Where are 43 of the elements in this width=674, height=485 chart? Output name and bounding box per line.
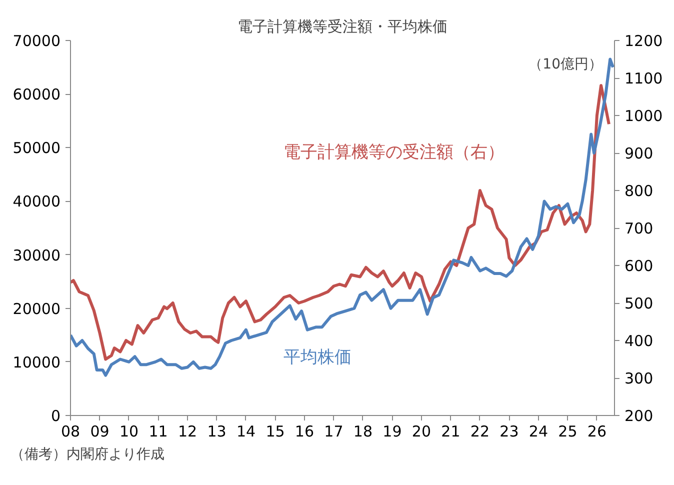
series-label: 平均株価: [284, 348, 352, 368]
x-tick-label: 25: [558, 422, 578, 440]
x-tick-label: 20: [412, 422, 432, 440]
x-tick-label: 19: [382, 422, 402, 440]
x-tick-label: 18: [353, 422, 373, 440]
x-tick-label: 11: [148, 422, 168, 440]
x-tick-label: 24: [528, 422, 548, 440]
x-tick-label: 26: [587, 422, 606, 440]
y2-tick-label: 800: [624, 182, 654, 200]
y2-tick-label: 1000: [624, 107, 663, 125]
x-tick-label: 21: [441, 422, 460, 440]
y2-tick-label: 900: [624, 144, 654, 162]
x-tick-label: 13: [207, 422, 226, 440]
y2-tick-label: 300: [624, 370, 654, 388]
y-tick-label: 60000: [12, 86, 60, 104]
x-tick-label: 17: [324, 422, 344, 440]
x-tick-label: 08: [60, 422, 80, 440]
chart-title: 電子計算機等受注額・平均株価: [238, 18, 448, 36]
text: 電子計算機等の受注額（右）: [284, 142, 504, 162]
y2-tick-label: 700: [624, 220, 654, 238]
y2-tick-label: 1100: [624, 70, 663, 88]
y2-tick-label: 1200: [624, 32, 663, 50]
x-tick-label: 16: [294, 422, 314, 440]
y2-tick-label: 500: [624, 294, 654, 312]
y2-tick-label: 200: [624, 407, 654, 425]
text: （備考）内閣府より作成: [10, 446, 164, 462]
x-tick-label: 14: [236, 422, 256, 440]
x-tick-label: 15: [266, 422, 285, 440]
y-tick-label: 10000: [12, 353, 60, 372]
y-tick-label: 0: [50, 407, 61, 425]
y-tick-label: 40000: [12, 192, 60, 211]
y2-tick-label: 600: [624, 257, 654, 275]
x-tick-label: 23: [500, 422, 519, 440]
y2-axis-title: （10億円）: [528, 56, 603, 72]
y-tick-label: 50000: [12, 139, 60, 158]
x-tick-label: 10: [119, 422, 139, 440]
y-tick-label: 70000: [12, 32, 60, 50]
y2-tick-label: 400: [624, 332, 654, 350]
y-tick-label: 20000: [12, 300, 60, 318]
x-tick-label: 22: [470, 422, 490, 440]
x-tick-label: 12: [178, 422, 198, 440]
y-tick-label: 30000: [12, 246, 60, 264]
x-tick-label: 09: [90, 422, 110, 440]
